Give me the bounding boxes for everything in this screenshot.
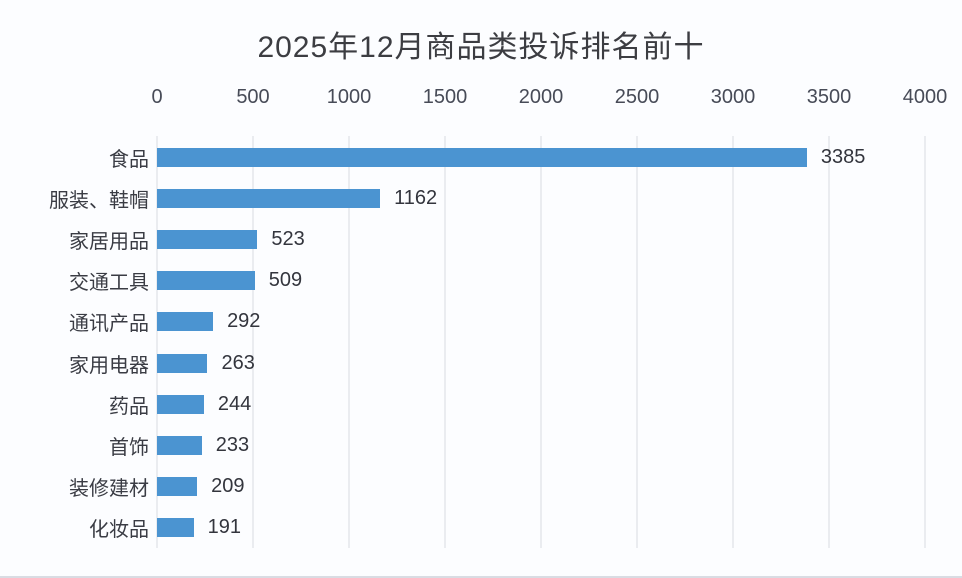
gridline [540,136,542,548]
bar-row: 家居用品 523 [0,219,962,260]
category-label: 化妆品 [89,518,149,541]
gridline [252,136,254,548]
x-axis-tick: 3500 [806,86,852,108]
bar [157,312,214,332]
value-label: 509 [268,269,303,292]
value-label: 1162 [394,187,438,210]
bar-row: 服装、鞋帽 1162 [0,178,962,219]
bar [157,148,807,168]
bar-track: 3385 [157,137,925,178]
x-axis-tick: 4000 [902,86,948,108]
gridline [636,136,638,548]
bar-row: 家用电器 263 [0,342,962,383]
bar-track: 509 [157,260,925,301]
bar-track: 209 [157,466,925,507]
bar-track: 244 [157,384,925,425]
value-label: 233 [215,433,250,456]
value-label: 191 [207,515,242,538]
category-label: 装修建材 [69,477,149,500]
bar-row: 药品 244 [0,384,962,425]
bar [157,271,255,291]
category-label: 通讯产品 [69,313,149,336]
category-label: 首饰 [109,436,149,459]
category-label: 家居用品 [69,231,149,254]
bar-row: 装修建材 209 [0,466,962,507]
gridline [156,136,158,548]
value-label: 3385 [820,146,866,169]
bar-track: 1162 [157,178,925,219]
bar [157,353,208,373]
category-label: 服装、鞋帽 [49,190,149,213]
bar [157,476,198,496]
x-axis-tick: 0 [151,86,163,108]
plot-gridlines [156,136,926,548]
bar-track: 233 [157,425,925,466]
bar [157,517,194,537]
bar [157,230,258,250]
value-label: 523 [271,228,305,251]
x-axis-tick: 2500 [614,86,660,108]
x-axis-tick: 3000 [710,86,756,108]
value-label: 209 [211,474,245,497]
bar-track: 523 [157,219,925,260]
category-label: 家用电器 [69,354,149,377]
x-axis-tick: 2000 [518,86,564,108]
x-axis-tick: 1500 [422,86,468,108]
x-axis-tick: 1000 [326,86,372,108]
gridline [348,136,350,548]
bar-row: 交通工具 509 [0,260,962,301]
value-label: 244 [217,392,252,415]
x-axis-tick: 500 [236,86,270,108]
gridline [828,136,830,548]
bar-row: 通讯产品 292 [0,301,962,342]
category-label: 交通工具 [69,272,149,295]
gridline [924,136,926,548]
bar-track: 263 [157,342,925,383]
x-axis: 0 500 1000 1500 2000 2500 3000 3500 4000 [151,86,947,112]
bar-row: 化妆品 191 [0,507,962,548]
bar-track: 191 [157,507,925,548]
bar [157,435,202,455]
bar [157,394,204,414]
category-label: 药品 [109,395,149,418]
chart-title: 2025年12月商品类投诉排名前十 [257,31,705,64]
bar-track: 292 [157,301,925,342]
gridline [444,136,446,548]
bar-row: 食品 3385 [0,137,962,178]
gridline [732,136,734,548]
value-label: 263 [221,351,255,374]
bar-row: 首饰 233 [0,425,962,466]
category-label: 食品 [109,149,149,172]
value-label: 292 [227,310,261,333]
plot-area: 食品 3385 服装、鞋帽 1162 家居用品 523 交通工具 50 [0,137,962,548]
bar [157,189,381,209]
